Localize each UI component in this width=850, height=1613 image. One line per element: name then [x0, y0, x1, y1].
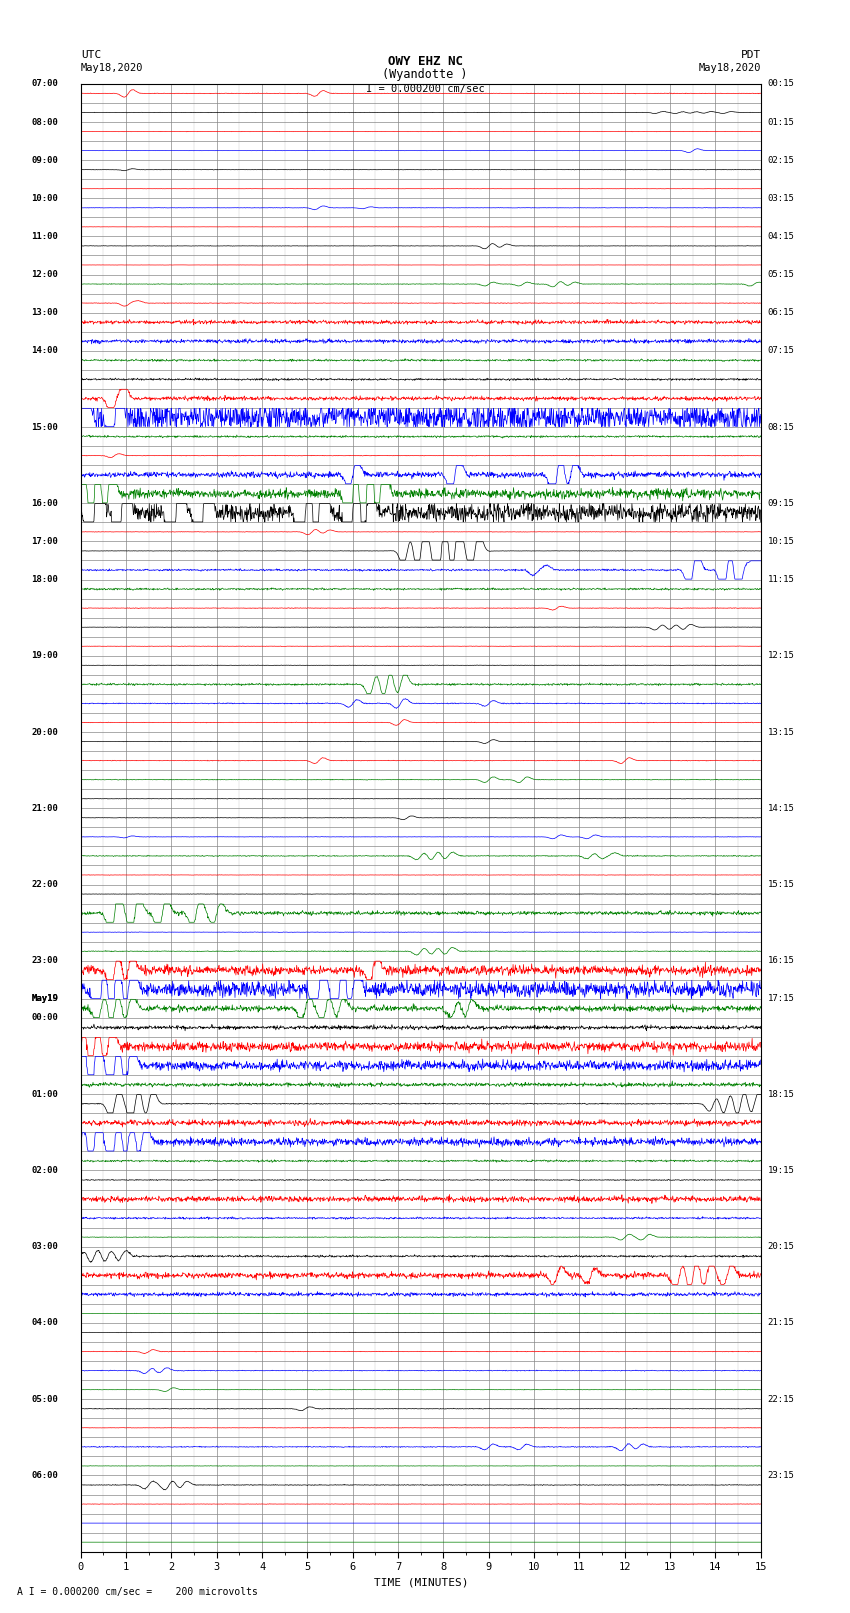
Text: OWY EHZ NC: OWY EHZ NC [388, 55, 462, 68]
Text: 06:15: 06:15 [768, 308, 795, 318]
Text: 10:00: 10:00 [31, 194, 58, 203]
Text: 04:00: 04:00 [31, 1318, 58, 1327]
Text: UTC: UTC [81, 50, 101, 60]
Text: 00:15: 00:15 [768, 79, 795, 89]
Text: 22:00: 22:00 [31, 881, 58, 889]
Text: 12:00: 12:00 [31, 269, 58, 279]
Text: 23:15: 23:15 [768, 1471, 795, 1481]
Text: 02:00: 02:00 [31, 1166, 58, 1174]
Text: May18,2020: May18,2020 [81, 63, 144, 73]
Text: 07:15: 07:15 [768, 347, 795, 355]
Text: 16:00: 16:00 [31, 498, 58, 508]
Text: May19: May19 [31, 994, 58, 1003]
Text: 03:15: 03:15 [768, 194, 795, 203]
Text: 06:00: 06:00 [31, 1471, 58, 1481]
Text: 03:00: 03:00 [31, 1242, 58, 1252]
Text: 21:15: 21:15 [768, 1318, 795, 1327]
Text: 11:00: 11:00 [31, 232, 58, 240]
Text: 17:15: 17:15 [768, 994, 795, 1003]
Text: 12:15: 12:15 [768, 652, 795, 660]
Text: 00:00: 00:00 [31, 1013, 58, 1023]
Text: 07:00: 07:00 [31, 79, 58, 89]
Text: 01:00: 01:00 [31, 1090, 58, 1098]
Text: PDT: PDT [740, 50, 761, 60]
Text: 09:00: 09:00 [31, 155, 58, 165]
Text: I = 0.000200 cm/sec: I = 0.000200 cm/sec [366, 84, 484, 94]
Text: 23:00: 23:00 [31, 957, 58, 965]
X-axis label: TIME (MINUTES): TIME (MINUTES) [373, 1578, 468, 1587]
Text: 20:15: 20:15 [768, 1242, 795, 1252]
Text: 15:15: 15:15 [768, 881, 795, 889]
Text: 05:00: 05:00 [31, 1395, 58, 1403]
Text: 19:15: 19:15 [768, 1166, 795, 1174]
Text: 14:00: 14:00 [31, 347, 58, 355]
Text: May19: May19 [31, 994, 58, 1003]
Text: 02:15: 02:15 [768, 155, 795, 165]
Text: 08:15: 08:15 [768, 423, 795, 432]
Text: 18:15: 18:15 [768, 1090, 795, 1098]
Text: A I = 0.000200 cm/sec =    200 microvolts: A I = 0.000200 cm/sec = 200 microvolts [17, 1587, 258, 1597]
Text: 15:00: 15:00 [31, 423, 58, 432]
Text: 01:15: 01:15 [768, 118, 795, 126]
Text: 11:15: 11:15 [768, 574, 795, 584]
Text: 14:15: 14:15 [768, 803, 795, 813]
Text: 22:15: 22:15 [768, 1395, 795, 1403]
Text: 09:15: 09:15 [768, 498, 795, 508]
Text: 21:00: 21:00 [31, 803, 58, 813]
Text: 16:15: 16:15 [768, 957, 795, 965]
Text: 18:00: 18:00 [31, 574, 58, 584]
Text: May18,2020: May18,2020 [698, 63, 761, 73]
Text: 20:00: 20:00 [31, 727, 58, 737]
Text: (Wyandotte ): (Wyandotte ) [382, 68, 468, 81]
Text: 13:00: 13:00 [31, 308, 58, 318]
Text: 08:00: 08:00 [31, 118, 58, 126]
Text: 04:15: 04:15 [768, 232, 795, 240]
Text: 17:00: 17:00 [31, 537, 58, 545]
Text: 05:15: 05:15 [768, 269, 795, 279]
Text: 13:15: 13:15 [768, 727, 795, 737]
Text: 10:15: 10:15 [768, 537, 795, 545]
Text: 19:00: 19:00 [31, 652, 58, 660]
